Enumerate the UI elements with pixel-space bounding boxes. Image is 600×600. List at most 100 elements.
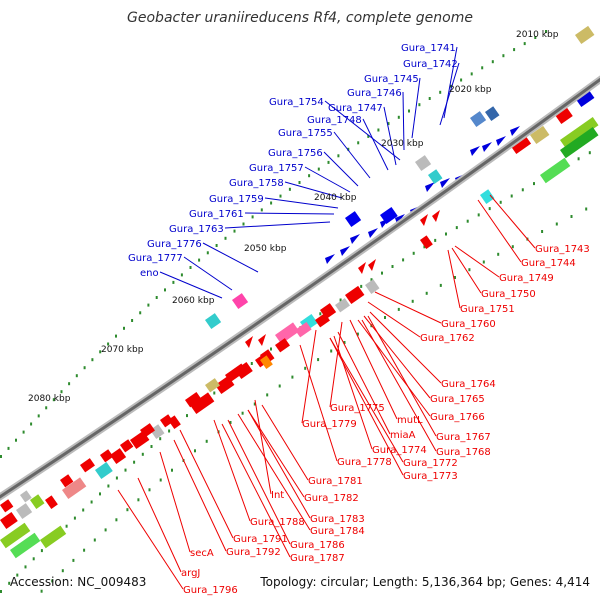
leader-line [367, 301, 421, 338]
kbp-marker-2060-kbp: 2060 kbp [172, 296, 215, 306]
tick-dot [377, 128, 380, 132]
leader-line [362, 118, 389, 171]
tick-dot [418, 103, 421, 107]
leader-line [264, 197, 339, 209]
tick-dot [93, 538, 96, 542]
tick-dot [115, 334, 117, 338]
gene-feature [555, 106, 573, 125]
leader-line [337, 331, 391, 435]
tick-dot [411, 299, 414, 303]
leader-line [451, 247, 482, 294]
tick-dot [339, 298, 342, 302]
tick-dot [159, 478, 162, 482]
tick-dot [434, 238, 437, 242]
gene-arrow [420, 214, 428, 226]
leader-line [183, 256, 233, 291]
tick-dot [150, 445, 153, 448]
leader-line [137, 477, 182, 573]
tick-dot [124, 468, 127, 472]
gene-feature [0, 511, 18, 530]
kbp-marker-2040-kbp: 2040 kbp [314, 193, 357, 203]
leader-line [254, 399, 272, 495]
gene-feature [470, 111, 487, 128]
gene-label-eno: eno [140, 268, 159, 279]
leader-line [237, 413, 311, 531]
tick-dot [141, 452, 144, 456]
leader-line [439, 62, 460, 126]
leader-lines [117, 46, 536, 590]
tick-dot [317, 358, 320, 362]
leader-line [284, 181, 343, 199]
gene-feature [294, 321, 312, 338]
tick-dot [402, 258, 405, 262]
tick-dot [253, 402, 256, 406]
tick-dot [180, 273, 183, 277]
tick-dot [391, 265, 394, 268]
gene-feature [428, 169, 443, 185]
leader-line [213, 419, 251, 522]
tick-dot [291, 375, 294, 379]
gene-feature [119, 439, 134, 453]
gene-feature [420, 235, 433, 250]
gene-label-gura-1779: Gura_1779 [302, 419, 357, 430]
gene-label-gura-1784: Gura_1784 [310, 526, 365, 537]
backbone-line [0, 77, 600, 499]
tick-dot [298, 181, 301, 184]
tick-dot [0, 455, 2, 458]
tick-dot [107, 484, 110, 488]
gene-label-gura-1786: Gura_1786 [290, 540, 345, 551]
leader-line [402, 91, 405, 151]
tick-dot [343, 341, 346, 344]
tick-dot [545, 30, 547, 33]
gene-feature [205, 378, 220, 393]
gene-label-gura-1764: Gura_1764 [441, 379, 496, 390]
tick-dot [83, 548, 86, 552]
tick-dot [370, 278, 373, 282]
leader-line [261, 404, 309, 481]
gene-label-gura-1748: Gura_1748 [307, 115, 362, 126]
gene-feature [110, 448, 127, 465]
tick-dot [337, 154, 340, 158]
gene-feature [275, 338, 290, 353]
tick-dot [251, 215, 254, 219]
tick-dot [330, 349, 333, 353]
tick-dot [488, 207, 491, 211]
leader-line [477, 199, 522, 263]
leader-line [361, 319, 437, 452]
tick-dot [164, 288, 166, 292]
tick-dot [588, 151, 591, 155]
tick-dot [468, 268, 471, 272]
tick-dot [425, 291, 428, 295]
gene-arrow [245, 336, 253, 348]
tick-dot [16, 573, 19, 577]
forward-gene-arrow [350, 234, 360, 244]
gene-feature [185, 391, 202, 408]
gene-label-gura-1775: Gura_1775 [330, 403, 385, 414]
tick-dot [52, 398, 55, 402]
leader-line [159, 451, 191, 553]
tick-dot [172, 280, 175, 284]
tick-dot [497, 252, 500, 256]
gene-labels: Gura_1741 Gura_1742 Gura_1745 Gura_1746 Gura… [128, 43, 590, 596]
tick-dot [139, 311, 142, 315]
leader-line [323, 151, 359, 187]
leader-line [333, 335, 373, 450]
gene-feature [530, 125, 550, 145]
tick-dot [384, 316, 386, 319]
gene-feature [29, 494, 45, 510]
tick-dot [317, 167, 320, 171]
gene-feature [80, 458, 95, 473]
tick-dot [147, 303, 150, 307]
leader-line [159, 271, 223, 299]
gene-label-gura-1788: Gura_1788 [250, 517, 305, 528]
leader-line [447, 249, 461, 309]
tick-dot [347, 147, 350, 151]
gene-feature [190, 392, 215, 415]
kbp-marker-2010-kbp: 2010 kbp [516, 30, 559, 40]
gene-feature [60, 474, 74, 488]
kbp-marker-2050-kbp: 2050 kbp [244, 244, 287, 254]
gene-feature [575, 25, 595, 45]
gene-feature [39, 525, 67, 549]
tick-dot [513, 48, 516, 52]
leader-line [299, 344, 338, 462]
